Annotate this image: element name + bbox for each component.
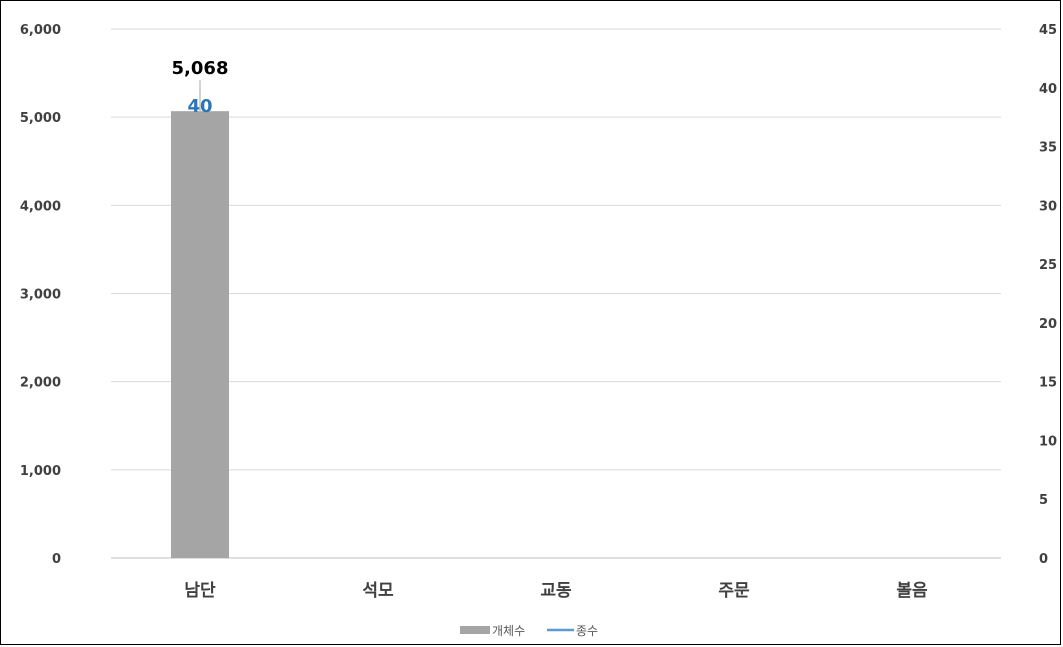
right-tick-label: 15	[1039, 376, 1057, 391]
right-tick-label: 25	[1039, 258, 1057, 273]
left-tick-label: 2,000	[20, 376, 61, 391]
right-tick-label: 30	[1039, 199, 1057, 214]
gridlines	[111, 28, 1001, 559]
right-tick-label: 45	[1039, 23, 1057, 38]
category-label: 주문	[718, 581, 750, 601]
right-tick-label: 35	[1039, 141, 1057, 156]
right-tick-label: 0	[1039, 552, 1048, 567]
data-labels: 5,068 40	[172, 58, 229, 117]
x-axis-categories: 남단 석모 교동 주문 볼음	[184, 581, 928, 601]
bar-data-label: 5,068	[172, 58, 229, 79]
legend: 개체수 종수	[460, 624, 598, 638]
left-tick-label: 4,000	[20, 199, 61, 214]
bar	[171, 111, 229, 559]
line-data-label: 40	[187, 96, 212, 117]
left-tick-label: 1,000	[20, 464, 61, 479]
left-tick-label: 6,000	[20, 23, 61, 38]
bar-series	[171, 111, 229, 559]
legend-label: 종수	[576, 624, 598, 638]
left-tick-label: 0	[52, 552, 61, 567]
right-tick-label: 10	[1039, 434, 1057, 449]
right-tick-label: 20	[1039, 317, 1057, 332]
left-y-axis: 0 1,000 2,000 3,000 4,000 5,000 6,000	[20, 23, 61, 567]
category-label: 남단	[184, 581, 216, 601]
left-tick-label: 3,000	[20, 288, 61, 303]
left-tick-label: 5,000	[20, 111, 61, 126]
legend-label: 개체수	[492, 624, 525, 638]
category-label: 볼음	[896, 581, 928, 601]
right-y-axis: 0 5 10 15 20 25 30 35 40 45	[1039, 23, 1057, 567]
legend-swatch-bar	[460, 626, 490, 634]
right-tick-label: 5	[1039, 493, 1048, 508]
right-tick-label: 40	[1039, 82, 1057, 97]
category-label: 교동	[540, 581, 572, 601]
category-label: 석모	[362, 581, 394, 601]
